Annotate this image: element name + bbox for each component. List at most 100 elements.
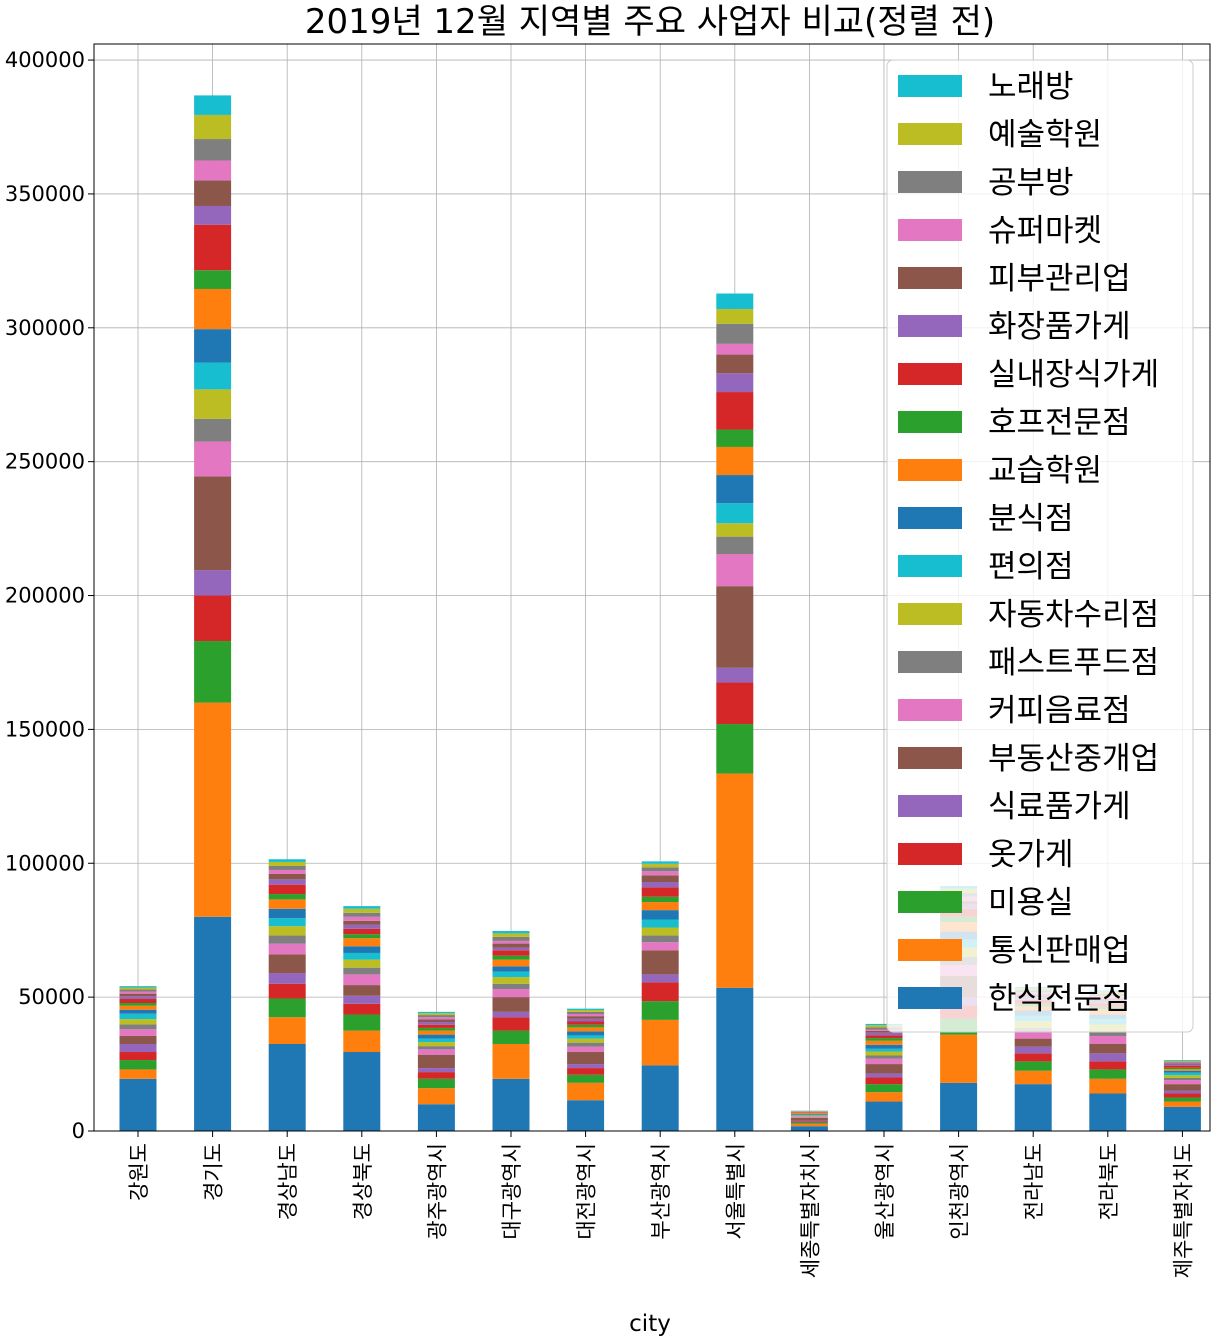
bar-segment	[268, 873, 306, 880]
bar-segment	[268, 998, 306, 1018]
legend-label: 한식전문점	[988, 981, 1131, 1017]
x-tick-label: 전라북도	[1097, 1143, 1121, 1220]
bar-segment	[194, 160, 232, 181]
bar-segment	[492, 989, 530, 998]
bar-segment	[268, 1043, 306, 1131]
legend-swatch	[898, 75, 962, 97]
legend-swatch	[898, 891, 962, 913]
bar-segment	[343, 906, 381, 909]
bar-segment	[567, 1031, 605, 1036]
bar-segment	[194, 389, 232, 419]
bar-segment	[1163, 1075, 1201, 1078]
bar-segment	[567, 1024, 605, 1028]
legend-label: 패스트푸드점	[988, 645, 1159, 681]
bar-segment	[492, 1017, 530, 1031]
bar-segment	[790, 1116, 828, 1118]
bar-segment	[865, 1025, 903, 1028]
bar-segment	[268, 884, 306, 895]
bar-segment	[119, 1078, 157, 1131]
bar-segment	[194, 224, 232, 271]
bar-segment	[567, 1046, 605, 1053]
bar-segment	[343, 920, 381, 925]
bar-segment	[641, 1065, 679, 1131]
legend-swatch	[898, 747, 962, 769]
legend-label: 옷가게	[988, 837, 1074, 873]
bar-segment	[1163, 1063, 1201, 1065]
bar-segment	[417, 1104, 455, 1131]
legend-label: 부동산중개업	[988, 741, 1159, 777]
legend-swatch	[898, 651, 962, 673]
bar-segment	[194, 329, 232, 363]
bar-segment	[343, 934, 381, 939]
bar-segment	[567, 1035, 605, 1039]
bar-segment	[268, 861, 306, 866]
bar-segment	[1163, 1069, 1201, 1071]
chart-title: 2019년 12월 지역별 주요 사업자 비교(정렬 전)	[305, 2, 995, 42]
bar-segment	[119, 1005, 157, 1010]
bar-segment	[1014, 1031, 1052, 1039]
bar-segment	[641, 982, 679, 1002]
plot-frame	[93, 43, 1211, 1132]
bar-segment	[641, 867, 679, 872]
x-tick-label: 서울특별시	[724, 1143, 748, 1240]
y-tick-label: 50000	[18, 985, 85, 1009]
bar-segment	[268, 918, 306, 927]
bar-segment	[641, 875, 679, 883]
bar-segment	[641, 863, 679, 868]
bar-segment	[716, 309, 754, 324]
bar-segment	[865, 1101, 903, 1131]
bar-segment	[1089, 1078, 1127, 1094]
x-axis: 강원도 경기도 경상남도 경상북도 광주광역시 대구광역시 대전광역시 부산광역시 서울특별시 세…	[127, 1131, 1195, 1278]
bar-segment	[641, 902, 679, 911]
bar-segment	[417, 1019, 455, 1023]
bar-segment	[194, 702, 232, 917]
bar-segment	[1089, 1061, 1127, 1070]
bar-segment	[343, 959, 381, 968]
legend-swatch	[898, 795, 962, 817]
x-tick-label: 경상남도	[276, 1143, 300, 1220]
x-tick-label: 대구광역시	[500, 1143, 524, 1240]
bar-segment	[567, 1021, 605, 1025]
bar-segment	[119, 1060, 157, 1070]
bar-segment	[716, 667, 754, 683]
legend-label: 노래방	[988, 69, 1074, 105]
bar-segment	[1089, 1043, 1127, 1054]
bar-segment	[790, 1117, 828, 1121]
bar-segment	[268, 908, 306, 919]
bar-segment	[268, 899, 306, 909]
bar-segment	[940, 1082, 978, 1131]
bar-segment	[1089, 1053, 1127, 1062]
bar-segment	[119, 991, 157, 994]
bar-segment	[716, 293, 754, 310]
bar-segment	[343, 1003, 381, 1015]
bar-segment	[194, 418, 232, 442]
bar-segment	[1163, 1060, 1201, 1062]
bar-segment	[567, 1082, 605, 1101]
bar-segment	[1089, 1069, 1127, 1079]
bar-segment	[417, 1068, 455, 1073]
bar-segment	[343, 985, 381, 996]
bar-segment	[790, 1121, 828, 1123]
bar-segment	[119, 1052, 157, 1061]
bar-segment	[940, 1034, 978, 1083]
bar-segment	[343, 1052, 381, 1131]
bar-segment	[1014, 1046, 1052, 1054]
bar-segment	[417, 1072, 455, 1079]
x-tick-label: 울산광역시	[873, 1143, 897, 1240]
bar-segment	[268, 935, 306, 944]
bar-segment	[1163, 1084, 1201, 1091]
bar-segment	[865, 1092, 903, 1102]
bar-segment	[343, 995, 381, 1004]
legend-swatch	[898, 603, 962, 625]
bar-segment	[641, 1019, 679, 1066]
x-tick-label: 강원도	[127, 1143, 151, 1201]
x-tick-label: 인천광역시	[948, 1143, 972, 1240]
bar-segment	[268, 954, 306, 974]
bar-segment	[343, 952, 381, 960]
bar-segment	[194, 570, 232, 596]
bar-segment	[865, 1058, 903, 1065]
bar-segment	[417, 1054, 455, 1069]
x-axis-label: city	[629, 1311, 671, 1337]
bar-segment	[716, 523, 754, 537]
